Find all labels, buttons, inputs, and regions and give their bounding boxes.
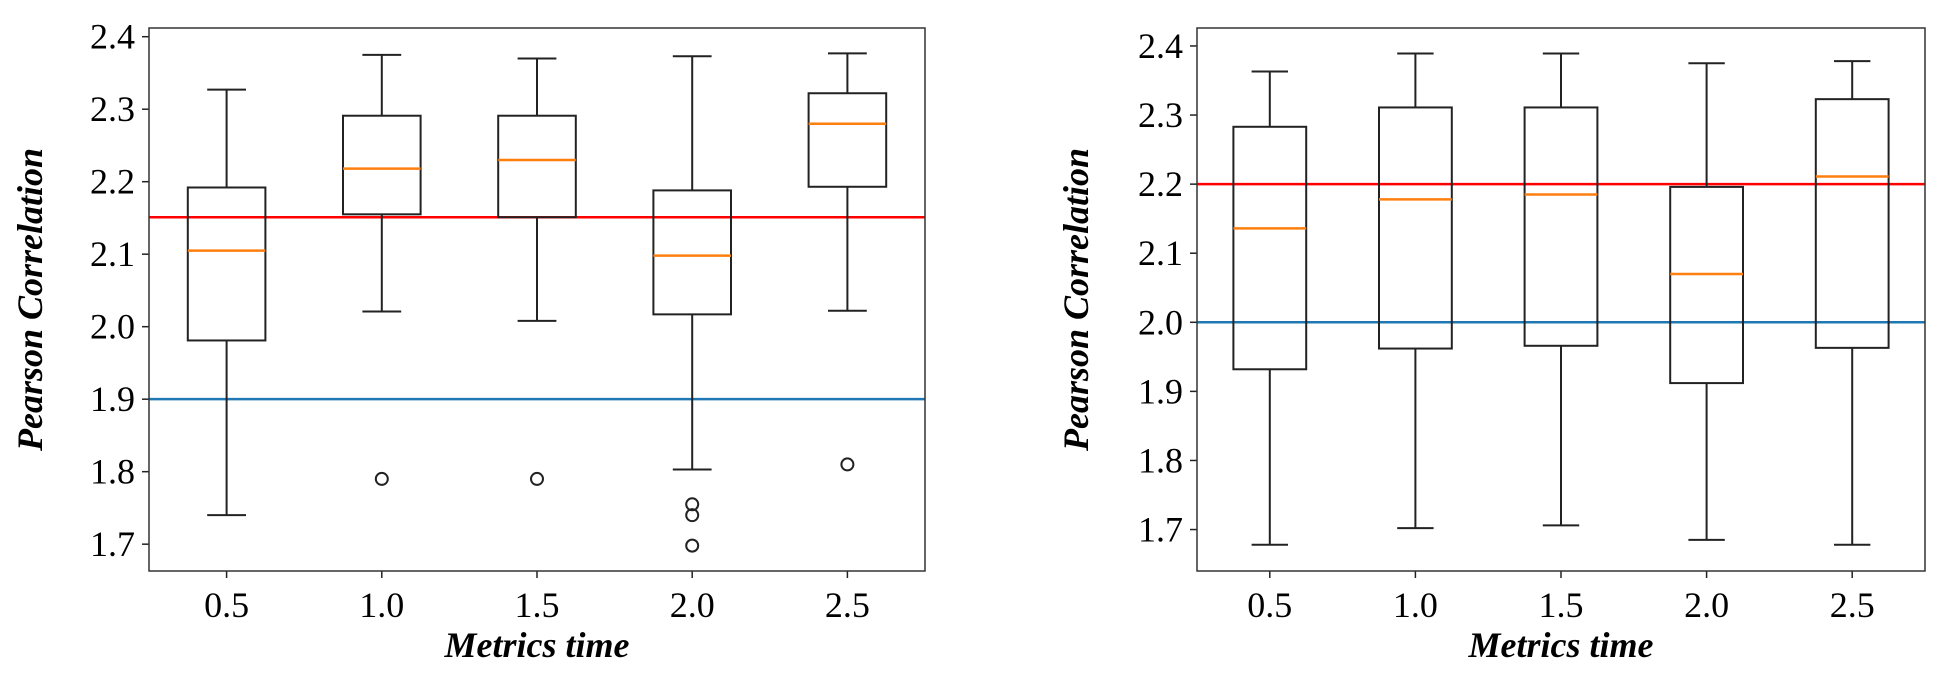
iqr-box (807, 92, 888, 188)
box-1.0 (1378, 52, 1453, 530)
box-1.5 (497, 57, 577, 486)
x-axis-label: Metrics time (1468, 625, 1654, 665)
outlier-point (374, 471, 389, 486)
y-tick-label: 2.4 (1138, 26, 1183, 66)
y-tick-label: 1.9 (1138, 371, 1183, 411)
y-tick-label: 2.2 (90, 162, 135, 202)
y-tick-label: 2.3 (1138, 95, 1183, 135)
iqr-box (1669, 185, 1744, 385)
y-axis-label: Pearson Correlation (10, 148, 50, 452)
y-tick-label: 1.8 (1138, 440, 1183, 480)
outlier-point (685, 538, 700, 553)
y-tick-label: 2.4 (90, 17, 135, 57)
y-tick-label: 1.7 (1138, 510, 1183, 550)
y-tick-label: 2.1 (1138, 233, 1183, 273)
box-2.5 (807, 52, 888, 472)
outlier-point (530, 471, 544, 486)
axes-frame (1196, 27, 1926, 572)
subplot-2: 0.5 1.0 1.5 2.0 2.5 1.7 1.8 1.9 2.0 2.1 2.2 2.3 2.4 M… (1056, 26, 1926, 665)
iqr-box (652, 189, 733, 316)
y-tick-label: 1.8 (90, 452, 135, 492)
x-tick-label: 2.5 (1830, 585, 1875, 625)
x-tick-label: 1.0 (1393, 585, 1438, 625)
x-tick-label: 1.5 (515, 585, 560, 625)
y-tick-label: 2.3 (90, 89, 135, 129)
y-tick-label: 1.7 (90, 524, 135, 564)
box-0.5 (1232, 70, 1308, 546)
box-0.5 (186, 88, 267, 517)
axes-frame (148, 27, 926, 572)
x-tick-label: 1.0 (359, 585, 404, 625)
iqr-box (342, 114, 422, 216)
x-tick-label: 2.0 (670, 585, 715, 625)
box-2.0 (652, 55, 733, 553)
iqr-box (186, 186, 267, 342)
iqr-box (1378, 106, 1453, 350)
box-1.0 (342, 53, 422, 486)
box-1.5 (1523, 52, 1599, 527)
iqr-box (1814, 98, 1890, 349)
y-tick-label: 2.1 (90, 234, 135, 274)
x-tick-label: 2.5 (825, 585, 870, 625)
outlier-point (685, 508, 700, 523)
iqr-box (1232, 125, 1308, 371)
y-tick-label: 2.0 (90, 307, 135, 347)
iqr-box (497, 114, 577, 219)
x-tick-label: 1.5 (1539, 585, 1584, 625)
x-tick-label: 0.5 (204, 585, 249, 625)
y-tick-label: 2.2 (1138, 164, 1183, 204)
outlier-point (685, 497, 700, 512)
y-tick-label: 2.0 (1138, 302, 1183, 342)
y-axis-label: Pearson Correlation (1056, 148, 1096, 452)
y-tick-label: 1.9 (90, 379, 135, 419)
box-2.0 (1669, 62, 1744, 541)
x-tick-label: 2.0 (1684, 585, 1729, 625)
x-tick-label: 0.5 (1247, 585, 1292, 625)
iqr-box (1523, 106, 1599, 347)
outlier-point (840, 457, 855, 472)
box-2.5 (1814, 60, 1890, 546)
x-axis-label: Metrics time (444, 625, 630, 665)
subplot-1: 0.5 1.0 1.5 2.0 2.5 1.7 1.8 1.9 2.0 2.1 2.2 2.3 2.4 M… (10, 17, 926, 665)
